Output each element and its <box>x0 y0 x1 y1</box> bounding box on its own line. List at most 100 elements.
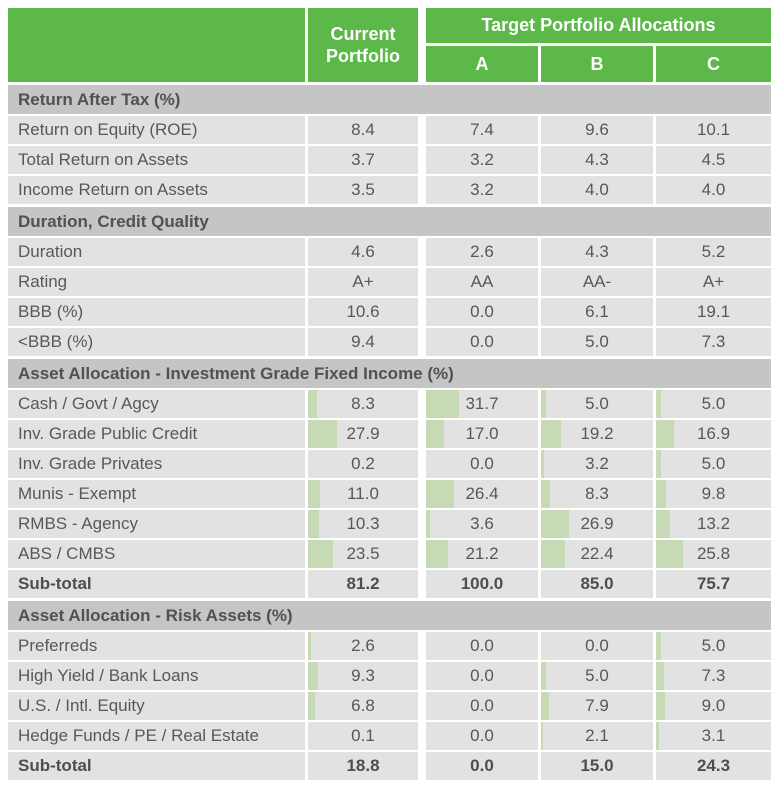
value-cell: 17.0 <box>426 420 538 448</box>
row-label: Munis - Exempt <box>8 480 305 508</box>
allocation-bar <box>426 540 448 568</box>
value-cell: 0.0 <box>541 632 653 660</box>
allocation-bar <box>656 540 683 568</box>
table-row: Hedge Funds / PE / Real Estate 0.1 0.0 2.1 3… <box>8 722 771 750</box>
cell-value: A+ <box>702 272 725 291</box>
row-label: High Yield / Bank Loans <box>8 662 305 690</box>
value-cell: 3.5 <box>308 176 418 204</box>
row-label: ABS / CMBS <box>8 540 305 568</box>
table-row: High Yield / Bank Loans 9.3 0.0 5.0 7.3 <box>8 662 771 690</box>
allocation-bar <box>541 722 543 750</box>
value-cell: 11.0 <box>308 480 418 508</box>
cell-value: 7.4 <box>470 120 494 139</box>
row-label: Inv. Grade Public Credit <box>8 420 305 448</box>
value-cell: 5.0 <box>656 390 771 418</box>
value-cell: 81.2 <box>308 570 418 598</box>
value-cell: 26.9 <box>541 510 653 538</box>
cell-value: 8.3 <box>351 394 375 413</box>
cell-value: 3.2 <box>470 180 494 199</box>
allocation-bar <box>541 510 569 538</box>
subtotal-row: Sub-total 18.8 0.0 15.0 24.3 <box>8 752 771 780</box>
allocation-bar <box>308 692 315 720</box>
cell-value: 18.8 <box>346 756 380 775</box>
header-label-spacer <box>8 8 305 82</box>
cell-value: 19.2 <box>580 424 614 443</box>
row-label: Hedge Funds / PE / Real Estate <box>8 722 305 750</box>
value-cell: 15.0 <box>541 752 653 780</box>
value-cell: 10.1 <box>656 116 771 144</box>
allocation-bar <box>426 420 444 448</box>
allocation-bar <box>656 632 661 660</box>
cell-value: 5.0 <box>585 394 609 413</box>
value-cell: 18.8 <box>308 752 418 780</box>
value-cell: 24.3 <box>656 752 771 780</box>
cell-value: 26.9 <box>580 514 614 533</box>
value-cell: 21.2 <box>426 540 538 568</box>
cell-value: 19.1 <box>696 302 731 321</box>
allocation-bar <box>656 480 666 508</box>
value-cell: 10.3 <box>308 510 418 538</box>
value-cell: 13.2 <box>656 510 771 538</box>
cell-value: 2.1 <box>585 726 609 745</box>
value-cell: 19.1 <box>656 298 771 326</box>
value-cell: 4.3 <box>541 238 653 266</box>
cell-value: 9.4 <box>351 332 375 351</box>
allocation-bar <box>308 480 320 508</box>
cell-value: 0.0 <box>470 302 494 321</box>
value-cell: 4.6 <box>308 238 418 266</box>
allocation-bar <box>656 662 664 690</box>
table-row: <BBB (%) 9.4 0.0 5.0 7.3 <box>8 328 771 356</box>
cell-value: 10.6 <box>346 302 380 321</box>
cell-value: 3.7 <box>351 150 375 169</box>
allocation-bar <box>308 390 317 418</box>
allocation-bar <box>308 420 337 448</box>
cell-value: 81.2 <box>346 574 380 593</box>
row-label: Rating <box>8 268 305 296</box>
cell-value: 8.3 <box>585 484 609 503</box>
value-cell: 3.7 <box>308 146 418 174</box>
table-row: Preferreds 2.6 0.0 0.0 5.0 <box>8 632 771 660</box>
value-cell: AA- <box>541 268 653 296</box>
cell-value: 75.7 <box>696 574 731 593</box>
value-cell: 0.0 <box>426 692 538 720</box>
header-current-portfolio: Current Portfolio <box>308 8 418 82</box>
cell-value: 0.1 <box>351 726 375 745</box>
cell-value: 85.0 <box>580 574 614 593</box>
cell-value: 0.0 <box>585 636 609 655</box>
cell-value: 9.3 <box>351 666 375 685</box>
value-cell: 0.0 <box>426 328 538 356</box>
cell-value: 0.2 <box>351 454 375 473</box>
cell-value: 0.0 <box>470 756 494 775</box>
row-label: Income Return on Assets <box>8 176 305 204</box>
cell-value: 21.2 <box>465 544 499 563</box>
cell-value: 4.6 <box>351 242 375 261</box>
section-header: Return After Tax (%) <box>8 85 771 114</box>
cell-value: 16.9 <box>696 424 731 443</box>
cell-value: 10.3 <box>346 514 380 533</box>
cell-value: 15.0 <box>580 756 614 775</box>
section-header: Duration, Credit Quality <box>8 207 771 236</box>
cell-value: 4.3 <box>585 242 609 261</box>
table-row: Munis - Exempt 11.0 26.4 8.3 9.8 <box>8 480 771 508</box>
cell-value: 9.8 <box>701 484 726 503</box>
allocation-bar <box>426 510 430 538</box>
value-cell: 0.2 <box>308 450 418 478</box>
value-cell: 85.0 <box>541 570 653 598</box>
cell-value: 3.6 <box>470 514 494 533</box>
cell-value: 3.2 <box>470 150 494 169</box>
value-cell: 2.6 <box>308 632 418 660</box>
cell-value: 11.0 <box>347 484 379 503</box>
cell-value: A+ <box>352 272 374 291</box>
value-cell: 0.0 <box>426 752 538 780</box>
row-label: Inv. Grade Privates <box>8 450 305 478</box>
cell-value: 27.9 <box>346 424 380 443</box>
value-cell: 0.0 <box>426 298 538 326</box>
cell-value: 0.0 <box>470 666 494 685</box>
cell-value: AA- <box>582 272 612 291</box>
cell-value: 0.0 <box>470 636 494 655</box>
value-cell: 3.2 <box>426 176 538 204</box>
cell-value: 22.4 <box>580 544 614 563</box>
cell-value: 100.0 <box>460 574 504 593</box>
cell-value: 23.5 <box>346 544 380 563</box>
section-header: Asset Allocation - Risk Assets (%) <box>8 601 771 630</box>
